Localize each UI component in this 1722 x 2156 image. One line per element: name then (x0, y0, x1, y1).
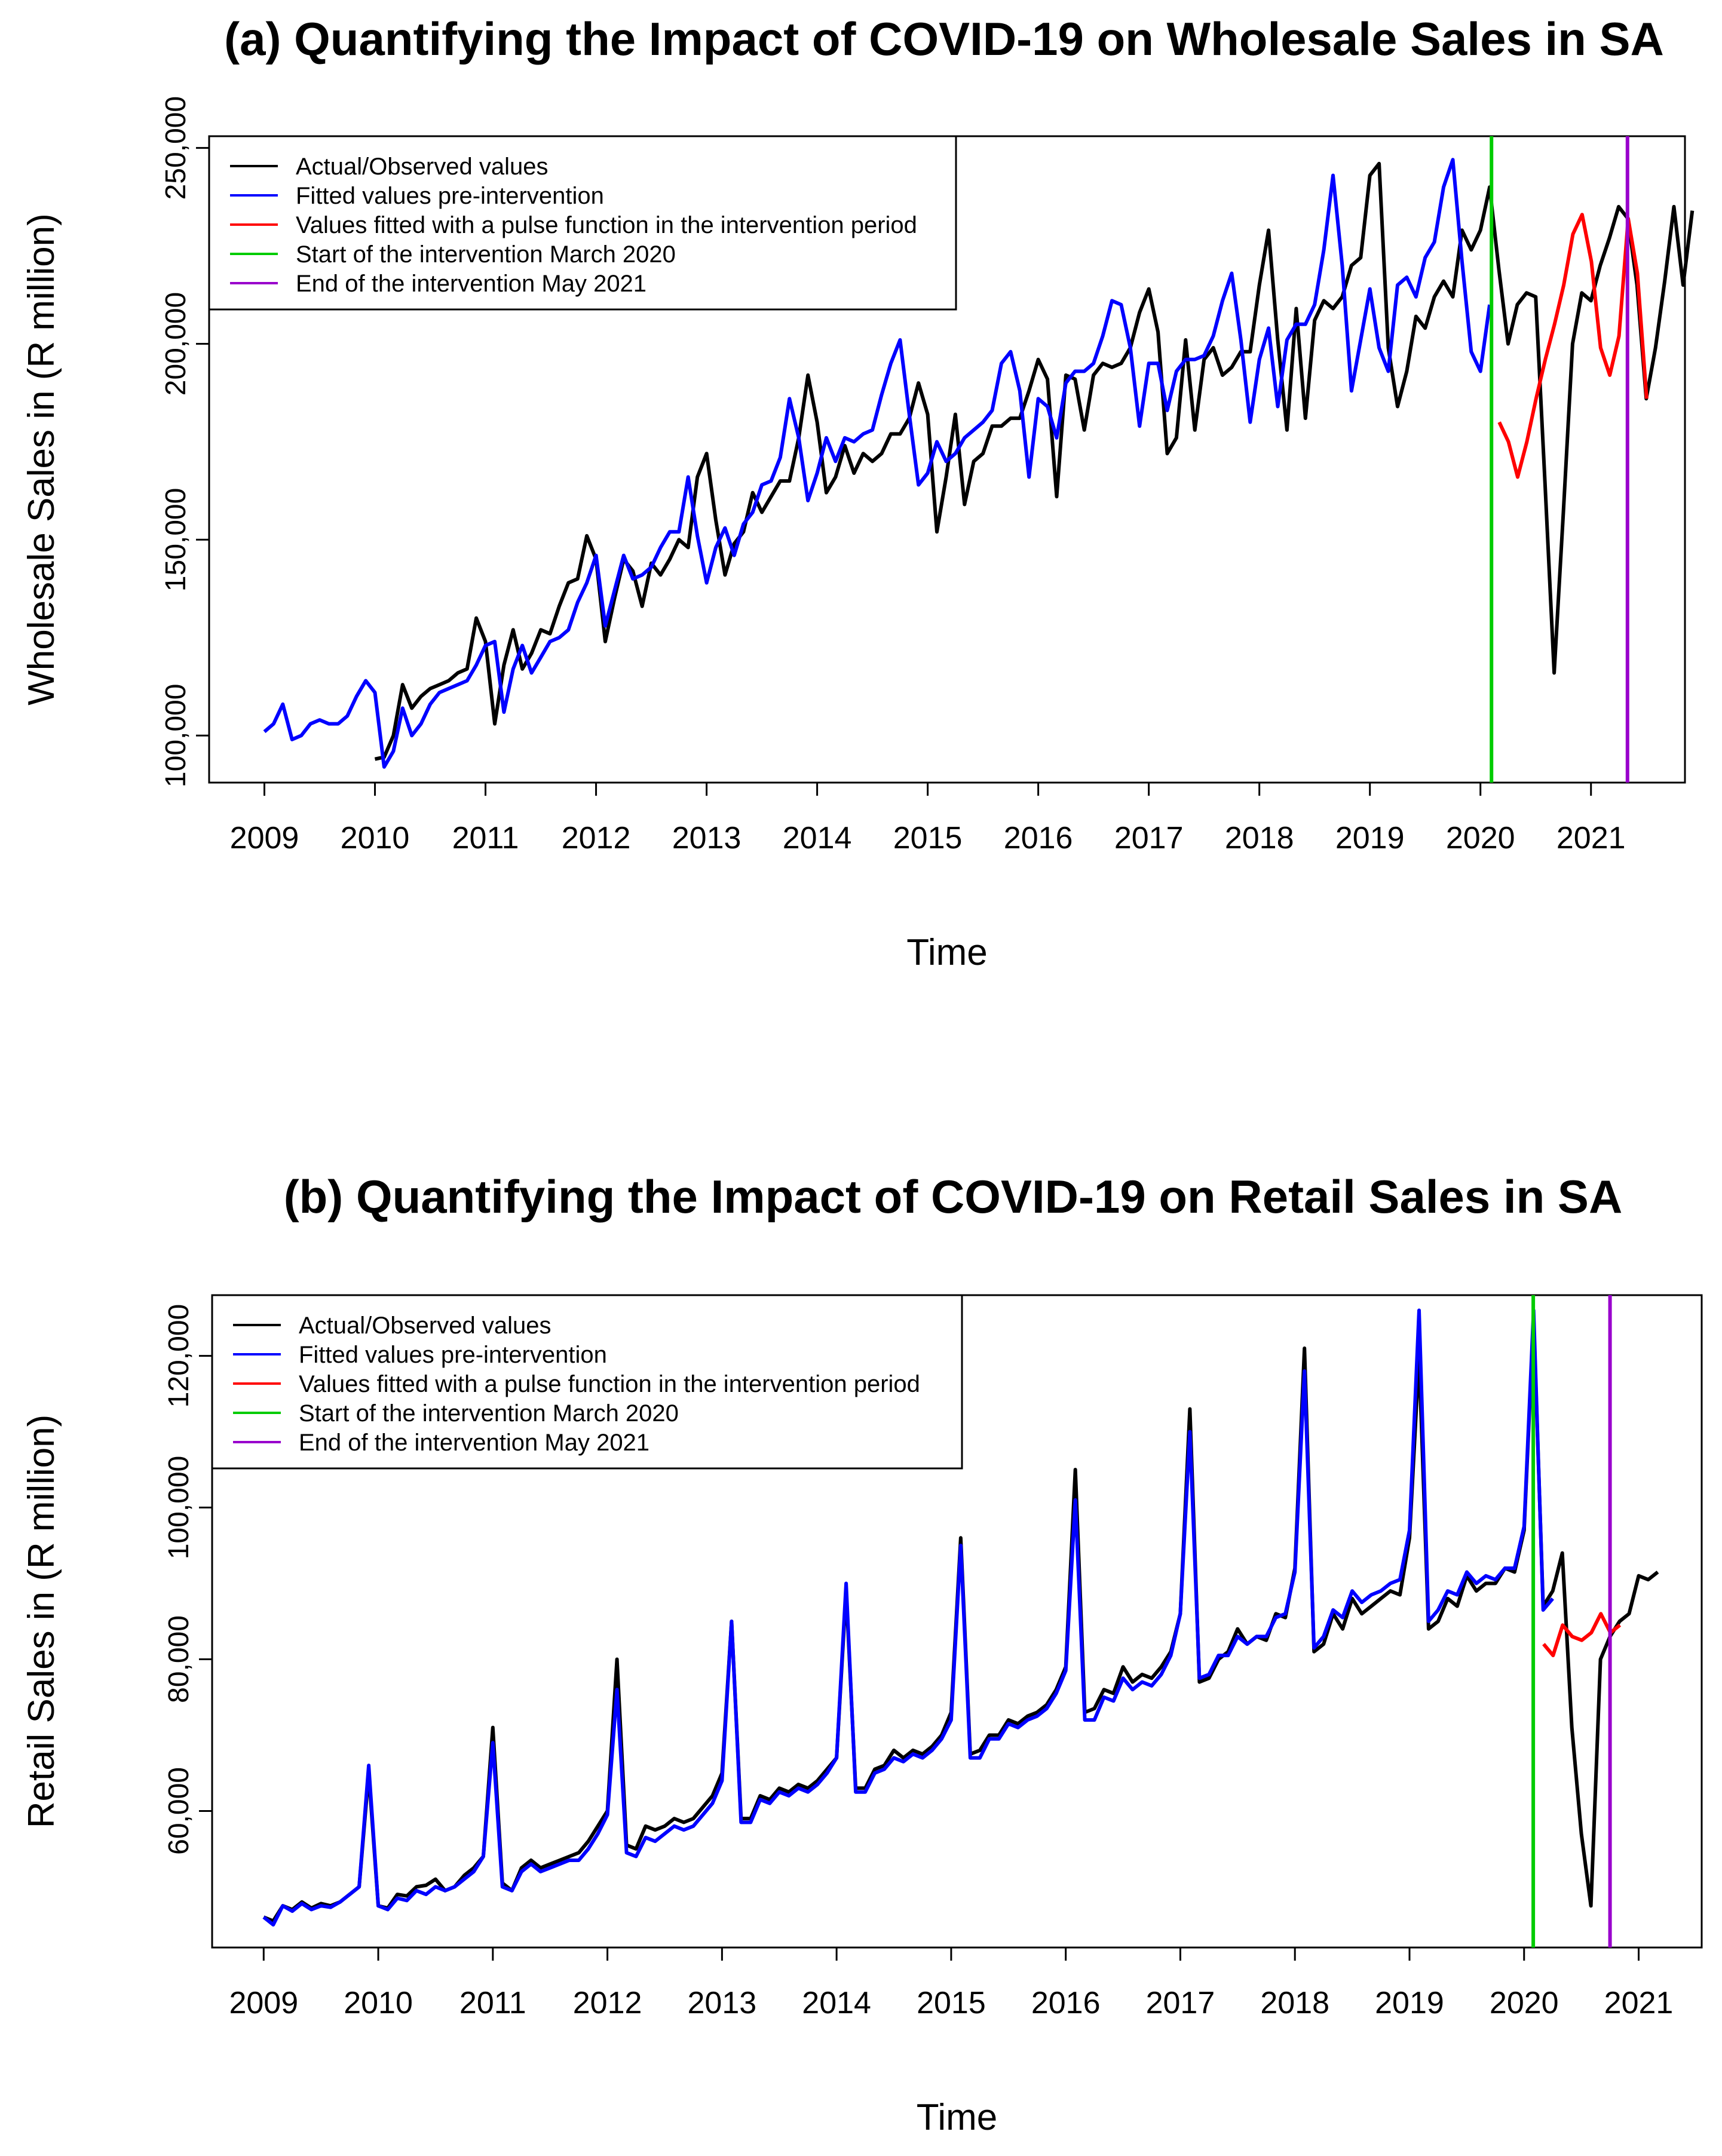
y-tick-label: 80,000 (163, 1615, 195, 1703)
legend-entry: End of the intervention May 2021 (299, 1430, 649, 1456)
x-tick-label: 2016 (1004, 821, 1073, 855)
legend-box (211, 1294, 963, 1470)
legend-entry: Actual/Observed values (296, 154, 548, 180)
x-tick-label: 2020 (1490, 1986, 1559, 2020)
x-tick-label: 2013 (688, 1986, 757, 2020)
x-tick-label: 2012 (573, 1986, 642, 2020)
y-axis-label: Retail Sales in (R million) (21, 1415, 62, 1829)
y-tick-label: 120,000 (163, 1304, 195, 1408)
x-tick-label: 2013 (672, 821, 741, 855)
retail-chart: (b) Quantifying the Impact of COVID-19 o… (21, 1170, 1703, 2138)
legend-entry: Start of the intervention March 2020 (296, 241, 676, 268)
legend-entry: Values fitted with a pulse function in t… (296, 212, 917, 238)
x-tick-label: 2010 (344, 1986, 413, 2020)
x-tick-label: 2017 (1146, 1986, 1215, 2020)
x-tick-label: 2010 (341, 821, 410, 855)
x-tick-label: 2015 (917, 1986, 986, 2020)
retail-chart-panel: (b) Quantifying the Impact of COVID-19 o… (0, 1135, 1722, 2156)
legend: Actual/Observed values Fitted values pre-… (211, 1294, 963, 1470)
x-tick-label: 2014 (783, 821, 852, 855)
x-tick-label: 2018 (1225, 821, 1294, 855)
y-tick-label: 100,000 (160, 684, 192, 788)
x-tick-label: 2021 (1556, 821, 1626, 855)
legend-entry: Actual/Observed values (299, 1312, 551, 1339)
x-tick-label: 2018 (1260, 1986, 1329, 2020)
x-tick-label: 2021 (1604, 1986, 1674, 2020)
chart-title: (b) Quantifying the Impact of COVID-19 o… (284, 1170, 1623, 1223)
y-tick-label: 200,000 (160, 292, 192, 396)
y-tick-label: 250,000 (160, 96, 192, 200)
legend-entry: Fitted values pre-intervention (296, 183, 604, 209)
x-tick-label: 2015 (893, 821, 963, 855)
x-tick-label: 2011 (452, 821, 519, 855)
chart-title: (a) Quantifying the Impact of COVID-19 o… (224, 13, 1664, 65)
legend-box (208, 135, 957, 311)
x-tick-label: 2017 (1114, 821, 1184, 855)
pulse-series-line (1542, 1612, 1622, 1658)
y-axis-label: Wholesale Sales in (R million) (21, 213, 62, 706)
legend-entry: Values fitted with a pulse function in t… (299, 1371, 920, 1397)
x-tick-label: 2019 (1375, 1986, 1444, 2020)
y-tick-label: 150,000 (160, 488, 192, 592)
legend-entry: Start of the intervention March 2020 (299, 1400, 679, 1427)
legend-entry: End of the intervention May 2021 (296, 271, 646, 297)
x-axis-label: Time (906, 932, 987, 973)
x-tick-label: 2014 (802, 1986, 871, 2020)
wholesale-chart-panel: (a) Quantifying the Impact of COVID-19 o… (0, 0, 1722, 1075)
x-tick-label: 2009 (230, 821, 299, 855)
fitted-series-line (262, 1308, 1554, 1927)
x-tick-label: 2009 (229, 1986, 298, 2020)
x-tick-label: 2011 (459, 1986, 526, 2020)
legend-entry: Fitted values pre-intervention (299, 1342, 607, 1368)
wholesale-chart: (a) Quantifying the Impact of COVID-19 o… (21, 13, 1695, 973)
legend: Actual/Observed values Fitted values pre-… (208, 135, 957, 311)
x-axis-label: Time (917, 2097, 997, 2138)
x-tick-label: 2019 (1335, 821, 1405, 855)
fitted-series-line (263, 158, 1492, 769)
x-tick-label: 2020 (1446, 821, 1515, 855)
x-tick-label: 2016 (1031, 1986, 1101, 2020)
pulse-series-line (1497, 213, 1649, 479)
x-tick-label: 2012 (562, 821, 631, 855)
y-tick-label: 60,000 (163, 1767, 195, 1855)
y-tick-label: 100,000 (163, 1456, 195, 1560)
